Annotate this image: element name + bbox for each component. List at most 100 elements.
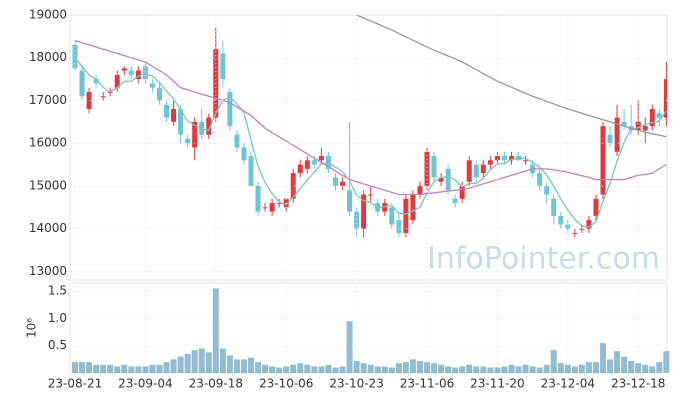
volume-bar	[149, 364, 156, 373]
y-tick-label: 13000	[29, 264, 67, 278]
volume-bar	[642, 364, 649, 373]
x-tick-label: 23-09-18	[189, 377, 243, 391]
volume-bar	[318, 366, 325, 373]
volume-bar	[494, 367, 501, 373]
volume-bar	[388, 367, 395, 373]
volume-bar	[262, 364, 269, 373]
candle-body	[248, 156, 254, 186]
y-tick-label: 1.5	[48, 284, 67, 298]
x-tick-label: 23-10-23	[329, 377, 383, 391]
candle-body	[586, 220, 592, 229]
volume-bar	[508, 364, 515, 373]
volume-bar	[233, 359, 240, 373]
candle-body	[192, 121, 198, 148]
volume-bar	[431, 363, 438, 373]
candle-body	[551, 198, 557, 216]
volume-bar	[290, 364, 297, 373]
candle-body	[593, 198, 599, 216]
volume-bar	[628, 361, 635, 373]
price-panel	[69, 14, 668, 281]
candle-body	[544, 185, 550, 195]
y-tick-label: 16000	[29, 136, 67, 150]
candle-body	[487, 160, 493, 165]
moving-average-line	[356, 15, 667, 138]
volume-bar	[72, 362, 78, 373]
volume-bar	[360, 363, 367, 373]
candle-body	[438, 177, 444, 182]
candle-body	[171, 109, 177, 122]
volume-bar	[346, 321, 353, 373]
volume-bar	[86, 362, 93, 373]
volume-bar	[550, 350, 557, 373]
candle-body	[649, 109, 655, 127]
volume-bar	[487, 367, 494, 373]
candle-body	[621, 121, 627, 127]
volume-bar	[269, 366, 276, 373]
x-tick-label: 23-09-04	[118, 377, 172, 391]
volume-bar	[339, 366, 346, 373]
candle-body	[424, 151, 430, 186]
candle-body	[410, 194, 416, 221]
volume-bar	[184, 353, 191, 373]
candle-body	[579, 228, 585, 230]
volume-bar	[522, 364, 529, 373]
volume-bar	[107, 364, 114, 373]
candle-body	[93, 79, 99, 84]
candle-body	[368, 194, 374, 196]
volume-bar	[592, 362, 599, 373]
candle-body	[185, 138, 191, 144]
volume-bar	[332, 367, 339, 373]
volume-bar	[395, 363, 402, 373]
volume-bar	[226, 355, 233, 373]
volume-bar	[135, 366, 142, 373]
candle-body	[290, 173, 296, 199]
volume-bar	[402, 362, 409, 373]
volume-bar	[297, 363, 304, 373]
candle-body	[86, 91, 92, 110]
volume-bar	[381, 366, 388, 373]
candle-body	[156, 87, 162, 101]
candle-body	[642, 126, 648, 131]
volume-bar	[212, 288, 219, 373]
candle-body	[149, 83, 155, 88]
candle-body	[452, 198, 458, 204]
volume-bar	[367, 364, 374, 373]
candle-body	[607, 134, 613, 144]
volume-bar	[663, 351, 670, 373]
volume-bar	[191, 350, 198, 373]
candle-body	[318, 156, 324, 161]
y-tick-label: 15000	[29, 178, 67, 192]
candle-body	[508, 156, 514, 161]
volume-bar	[557, 363, 564, 373]
volume-unit: 10⁶	[25, 318, 39, 338]
candle-body	[656, 113, 662, 118]
candle-body	[635, 121, 641, 131]
y-tick-label: 1.0	[48, 311, 67, 325]
candle-body	[431, 156, 437, 178]
volume-bar	[79, 362, 86, 373]
volume-bar	[198, 348, 205, 373]
volume-bar	[128, 366, 135, 373]
volume-bar	[515, 366, 522, 373]
volume-bar	[205, 352, 212, 373]
volume-bar	[571, 366, 578, 373]
candle-body	[72, 44, 78, 69]
candle-body	[227, 91, 233, 127]
volume-bar	[156, 364, 163, 373]
volume-bar	[100, 364, 107, 373]
volume-bar	[600, 343, 606, 373]
price-plot	[72, 15, 667, 238]
moving-average-line	[74, 57, 667, 228]
volume-bar	[480, 366, 487, 373]
candle-body	[396, 220, 402, 233]
volume-bar	[424, 362, 430, 373]
volume-bar	[163, 362, 170, 373]
candle-body	[234, 134, 240, 148]
candle-body	[178, 109, 184, 135]
candle-body	[558, 215, 564, 225]
volume-bar	[311, 366, 318, 373]
x-tick-label: 23-08-21	[48, 377, 102, 391]
candle-body	[537, 173, 543, 186]
candle-body	[459, 185, 465, 199]
moving-average-line	[74, 40, 667, 196]
